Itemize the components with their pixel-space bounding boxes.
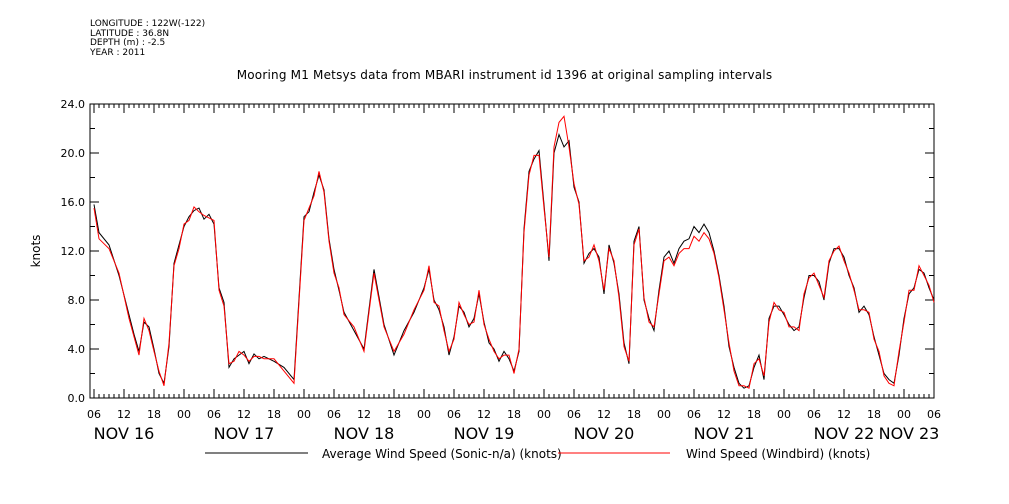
- day-label: NOV 17: [214, 424, 275, 443]
- year-label: YEAR : 2011: [90, 47, 146, 58]
- series-line-windbird: [93, 115, 935, 389]
- x-tick-label: 18: [747, 408, 761, 421]
- legend: Average Wind Speed (Sonic-n/a) (knots) Wi…: [205, 447, 870, 461]
- series-line-sonic: [93, 133, 935, 389]
- day-label: NOV 18: [334, 424, 395, 443]
- x-tick-label: 00: [417, 408, 431, 421]
- day-label: NOV 19: [454, 424, 515, 443]
- x-tick-label: 12: [597, 408, 611, 421]
- depth-label: DEPTH (m) : -2.5: [90, 38, 166, 48]
- longitude-label: LONGITUDE : 122W(-122): [90, 19, 206, 29]
- x-tick-label: 00: [177, 408, 191, 421]
- x-tick-label: 18: [627, 408, 641, 421]
- x-tick-label: 00: [537, 408, 551, 421]
- metadata-block: LONGITUDE : 122W(-122) LATITUDE : 36.8N …: [90, 19, 206, 58]
- y-axis-label: knots: [29, 235, 43, 268]
- x-tick-label: 06: [207, 408, 221, 421]
- y-tick-label: 16.0: [61, 196, 86, 209]
- y-tick-label: 24.0: [61, 98, 86, 111]
- legend-label: Average Wind Speed (Sonic-n/a) (knots): [322, 447, 562, 461]
- x-tick-label: 12: [237, 408, 251, 421]
- x-tick-label: 06: [447, 408, 461, 421]
- x-tick-label: 06: [87, 408, 101, 421]
- y-tick-label: 20.0: [61, 147, 86, 160]
- x-tick-label: 12: [357, 408, 371, 421]
- y-tick-label: 8.0: [68, 294, 86, 307]
- day-label: NOV 22: [814, 424, 875, 443]
- x-tick-label: 12: [717, 408, 731, 421]
- x-tick-label: 06: [327, 408, 341, 421]
- x-tick-label: 18: [507, 408, 521, 421]
- x-tick-label: 06: [927, 408, 941, 421]
- x-tick-label: 18: [267, 408, 281, 421]
- day-label: NOV 23: [879, 424, 940, 443]
- plot-axes: 0.0 4.0 8.0 12.0 16.0 20.0 24.0 06 12 18 00 06 12 18 0…: [61, 98, 942, 443]
- series-layer: [93, 115, 935, 389]
- x-tick-label: 18: [867, 408, 881, 421]
- x-tick-label: 06: [567, 408, 581, 421]
- day-label: NOV 20: [574, 424, 635, 443]
- x-tick-label: 18: [147, 408, 161, 421]
- x-tick-label: 18: [387, 408, 401, 421]
- chart-title: Mooring M1 Metsys data from MBARI instru…: [236, 68, 773, 82]
- x-tick-label: 12: [477, 408, 491, 421]
- x-tick-label: 00: [297, 408, 311, 421]
- day-label: NOV 21: [694, 424, 755, 443]
- y-tick-label: 0.0: [68, 392, 86, 405]
- legend-label: Wind Speed (Windbird) (knots): [686, 447, 870, 461]
- latitude-label: LATITUDE : 36.8N: [90, 28, 170, 39]
- x-tick-label: 00: [657, 408, 671, 421]
- day-label: NOV 16: [94, 424, 155, 443]
- x-tick-label: 06: [807, 408, 821, 421]
- x-tick-label: 06: [687, 408, 701, 421]
- x-tick-label: 12: [837, 408, 851, 421]
- y-tick-label: 4.0: [68, 343, 86, 356]
- x-tick-label: 12: [117, 408, 131, 421]
- x-tick-label: 00: [897, 408, 911, 421]
- x-tick-label: 00: [777, 408, 791, 421]
- y-tick-label: 12.0: [61, 245, 86, 258]
